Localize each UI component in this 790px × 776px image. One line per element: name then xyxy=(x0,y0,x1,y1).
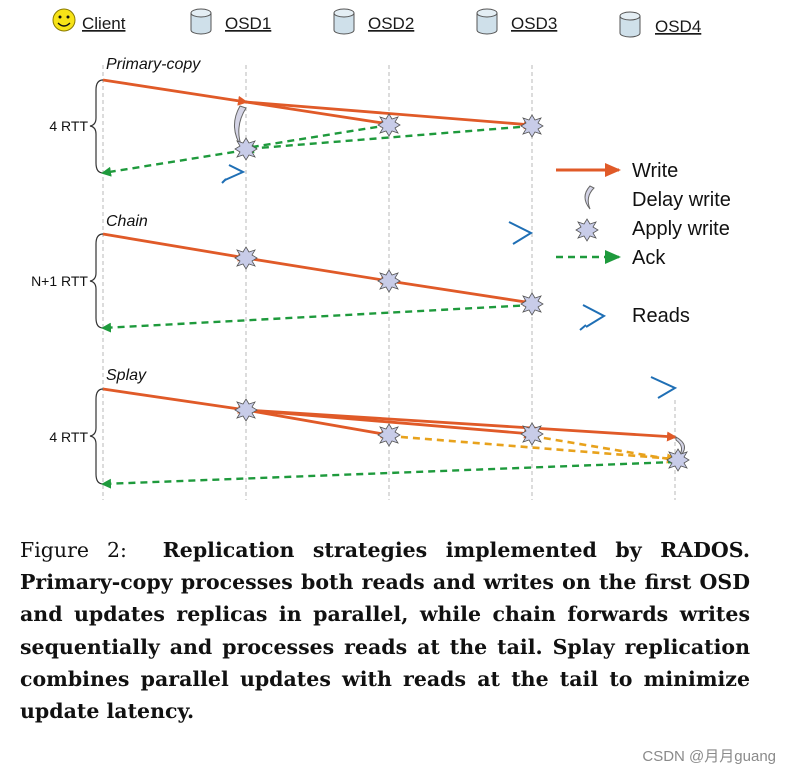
apply-write-icon xyxy=(666,448,690,472)
rtt-brace xyxy=(89,233,104,329)
legend-reads-icon xyxy=(582,304,607,328)
legend-write-label: Write xyxy=(632,160,678,182)
replication-diagram: Client OSD1 OSD2 OSD3 OSD4 Primary- xyxy=(31,8,731,500)
reads-icon xyxy=(224,164,246,181)
write-arrow xyxy=(245,408,677,442)
apply-write-icon xyxy=(520,292,544,316)
reads-icon xyxy=(508,221,534,245)
write-arrow xyxy=(245,100,391,128)
legend-apply-write-icon xyxy=(575,218,599,242)
write-arrow xyxy=(102,387,248,414)
participant-label-osd4: OSD4 xyxy=(655,17,701,36)
legend-delay-write-label: Delay write xyxy=(632,189,731,211)
section-primary-copy: Primary-copy 4 RTT xyxy=(49,56,544,184)
figure-caption: Figure 2: Replication strategies impleme… xyxy=(20,534,750,727)
apply-write-icon xyxy=(377,423,401,447)
apply-write-icon xyxy=(234,137,258,161)
section-chain: Chain N+1 RTT xyxy=(31,213,544,333)
smiley-icon xyxy=(52,8,76,32)
disk-icon xyxy=(619,11,641,38)
watermark: CSDN @月月guang xyxy=(642,748,776,765)
write-arrow xyxy=(102,232,248,262)
rtt-label: 4 RTT xyxy=(49,118,88,134)
section-title: Splay xyxy=(106,367,147,384)
rtt-label: N+1 RTT xyxy=(31,273,88,289)
section-title: Chain xyxy=(106,213,148,230)
section-title: Primary-copy xyxy=(106,56,201,73)
section-splay: Splay 4 RTT xyxy=(49,367,690,489)
disk-icon xyxy=(476,8,498,35)
write-arrow xyxy=(388,279,534,307)
caption-text: Replication strategies implemented by RA… xyxy=(20,538,750,724)
rtt-brace xyxy=(89,79,104,174)
caption-label: Figure 2: xyxy=(20,538,127,562)
write-arrow xyxy=(245,408,391,439)
disk-icon xyxy=(190,8,212,35)
ack-arrow xyxy=(101,148,247,177)
forward-arrow xyxy=(531,434,677,464)
apply-write-icon xyxy=(520,422,544,446)
reads-icon xyxy=(650,376,678,399)
apply-write-icon xyxy=(377,269,401,293)
legend-apply-write-label: Apply write xyxy=(632,218,730,240)
rtt-brace xyxy=(89,388,104,485)
participant-label-client: Client xyxy=(82,14,126,33)
legend-reads-label: Reads xyxy=(632,305,690,327)
write-arrow xyxy=(102,78,248,106)
write-arrow xyxy=(245,256,391,285)
legend-delay-write-icon xyxy=(584,185,595,210)
ack-arrow xyxy=(101,303,533,333)
apply-write-icon xyxy=(234,246,258,270)
header: Client OSD1 OSD2 OSD3 OSD4 xyxy=(52,8,701,38)
rtt-label: 4 RTT xyxy=(49,429,88,445)
apply-write-icon xyxy=(520,114,544,138)
participant-label-osd2: OSD2 xyxy=(368,14,414,33)
participant-label-osd3: OSD3 xyxy=(511,14,557,33)
participant-label-osd1: OSD1 xyxy=(225,14,271,33)
legend: Write Delay write Apply write Ack Reads xyxy=(556,160,731,331)
legend-ack-label: Ack xyxy=(632,247,666,269)
disk-icon xyxy=(333,8,355,35)
apply-write-icon xyxy=(377,113,401,137)
apply-write-icon xyxy=(234,398,258,422)
ack-arrow xyxy=(244,123,390,152)
